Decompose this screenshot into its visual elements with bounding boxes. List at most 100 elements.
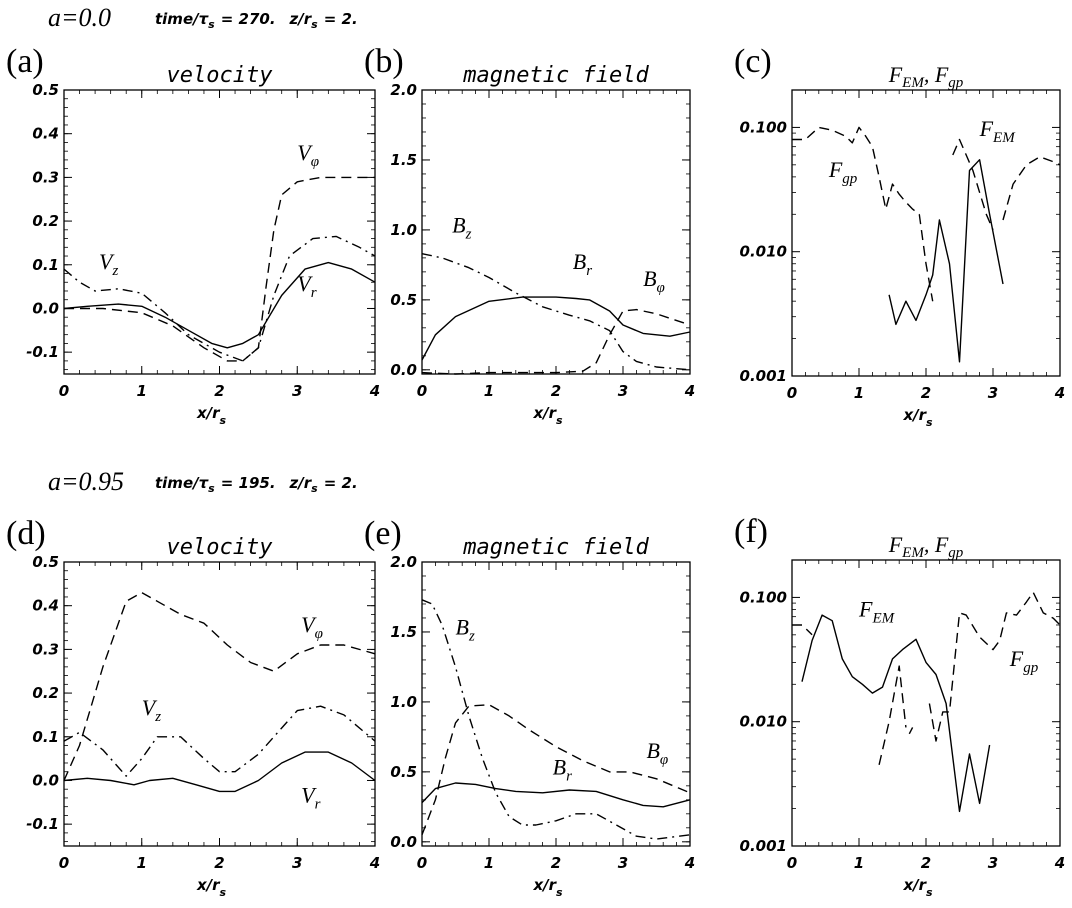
z-label: z/r — [289, 474, 313, 492]
series-b-line — [421, 308, 691, 375]
row-header-bottom: a=0.95 time/τs = 195. z/rs = 2. — [48, 467, 358, 496]
series-fgp-line — [952, 138, 994, 231]
series-vr-line — [63, 261, 376, 349]
x-axis-label: x/rs — [902, 406, 933, 429]
plot-frame — [63, 561, 376, 847]
curve-label: Fgp — [1009, 646, 1039, 676]
curve-label: Bz — [452, 213, 471, 243]
time-value: = 270. — [221, 10, 276, 28]
plot-frame — [421, 561, 691, 847]
panel-a: (a) velocity 0 1 2 3 4 -0.1 0.0 0.1 0.2 0.3 0.4 0.5 x/… — [6, 43, 380, 427]
time-sub: s — [208, 482, 215, 495]
x-tick-label: 1 — [484, 854, 494, 872]
x-tick-label: 2 — [921, 854, 931, 872]
panel-label: (c) — [734, 43, 772, 80]
x-tick-label: 3 — [292, 382, 302, 400]
x-tick-label: 3 — [618, 382, 628, 400]
x-tick-label: 2 — [921, 384, 931, 402]
series-v-line — [63, 591, 376, 781]
series-fgp-line — [878, 665, 907, 765]
y-tick-label: 2.0 — [390, 553, 417, 571]
curve-label: Vφ — [297, 140, 319, 170]
row-a-label: a=0.0 — [48, 3, 111, 32]
series-fgp-line — [792, 126, 934, 302]
panel-title: velocity — [167, 535, 274, 560]
x-tick-label: 1 — [137, 854, 147, 872]
y-tick-label: 0.001 — [740, 837, 787, 855]
row-time-info: time/τs = 195. z/rs = 2. — [155, 474, 358, 495]
panel-label: (e) — [364, 515, 402, 552]
y-tick-label: 0.5 — [390, 291, 417, 309]
series-bz-line — [421, 253, 691, 371]
x-tick-label: 3 — [988, 854, 998, 872]
time-value: = 195. — [221, 474, 276, 492]
x-tick-label: 1 — [854, 854, 864, 872]
y-tick-label: 0.1 — [32, 728, 59, 746]
panel-label: (b) — [364, 43, 404, 80]
x-tick-label: 0 — [787, 384, 797, 402]
x-tick-label: 2 — [214, 854, 224, 872]
y-tick-label: 0.0 — [390, 833, 417, 851]
x-tick-label: 3 — [618, 854, 628, 872]
series-fem-line — [888, 158, 1004, 363]
y-tick-label: 0.0 — [32, 299, 59, 317]
panels: (a) velocity 0 1 2 3 4 -0.1 0.0 0.1 0.2 0.3 0.4 0.5 x/… — [6, 43, 1065, 899]
series-fgp-line — [928, 591, 1061, 742]
y-tick-label: 0.100 — [740, 588, 787, 606]
curve-label: Vz — [99, 249, 118, 279]
y-tick-label: 0.4 — [32, 597, 59, 615]
curve-label: Bz — [456, 615, 475, 645]
time-label: time/τ — [155, 10, 209, 28]
curve-label: Bφ — [646, 738, 668, 768]
panel-e: (e) magnetic field 0 1 2 3 4 0.0 0.5 1.0 1.5 2.0 x/r… — [364, 515, 695, 899]
z-value: = 2. — [324, 474, 358, 492]
panel-d: (d) velocity 0 1 2 3 4 -0.1 0.0 0.1 0.2 0.3 0.4 0.5 x/… — [6, 515, 380, 899]
panel-title: FEM, Fgp — [888, 62, 964, 91]
x-tick-label: 4 — [684, 854, 695, 872]
y-tick-label: 0.3 — [32, 168, 59, 186]
row-header-top: a=0.0 time/τs = 270. z/rs = 2. — [48, 3, 358, 32]
panel-title: magnetic field — [462, 63, 649, 88]
panel-title: velocity — [167, 63, 274, 88]
panel-b: (b) magnetic field 0 1 2 3 4 0.0 0.5 1.0 1.5 2.0 x/r… — [364, 43, 695, 427]
x-tick-label: 4 — [369, 854, 380, 872]
x-tick-label: 0 — [787, 854, 797, 872]
curve-label: Vz — [142, 695, 161, 725]
curve-label: Br — [573, 249, 592, 279]
y-tick-label: 0.100 — [740, 118, 787, 136]
y-tick-label: 0.2 — [32, 212, 59, 230]
x-axis-label: x/rs — [196, 876, 227, 899]
x-tick-label: 4 — [369, 382, 380, 400]
series-fgp-line — [908, 727, 914, 735]
series-br-line — [421, 296, 691, 361]
y-tick-label: 1.0 — [390, 693, 417, 711]
series-bz-line — [421, 599, 691, 840]
y-tick-label: 0.5 — [32, 81, 59, 99]
panel-f: (f) FEM, Fgp 0 1 2 3 4 0.001 0.010 0.100 x/rs FEM Fg… — [734, 513, 1065, 899]
series-fem-line — [801, 614, 991, 813]
x-tick-label: 0 — [59, 382, 69, 400]
z-sub: s — [311, 482, 318, 495]
y-tick-label: 0.1 — [32, 256, 59, 274]
x-axis-label: x/rs — [902, 876, 933, 899]
panel-label: (a) — [6, 43, 44, 80]
series-vz-line — [63, 705, 376, 777]
x-tick-label: 4 — [1054, 384, 1065, 402]
panel-c: (c) FEM, Fgp 0 1 2 3 4 0.001 0.010 0.100 x/rs FEM Fg… — [734, 43, 1065, 429]
y-tick-label: 2.0 — [390, 81, 417, 99]
x-tick-label: 4 — [684, 382, 695, 400]
x-tick-label: 0 — [417, 854, 427, 872]
y-tick-label: 0.0 — [390, 361, 417, 379]
z-label: z/r — [289, 10, 313, 28]
series-vr-line — [63, 751, 376, 793]
x-tick-label: 1 — [854, 384, 864, 402]
y-tick-label: 0.2 — [32, 684, 59, 702]
curve-label: Br — [553, 755, 572, 785]
time-label: time/τ — [155, 474, 209, 492]
y-tick-label: 0.3 — [32, 640, 59, 658]
y-tick-label: -0.1 — [26, 815, 59, 833]
y-tick-label: 0.5 — [32, 553, 59, 571]
y-tick-label: 0.010 — [740, 243, 787, 261]
x-tick-label: 3 — [988, 384, 998, 402]
